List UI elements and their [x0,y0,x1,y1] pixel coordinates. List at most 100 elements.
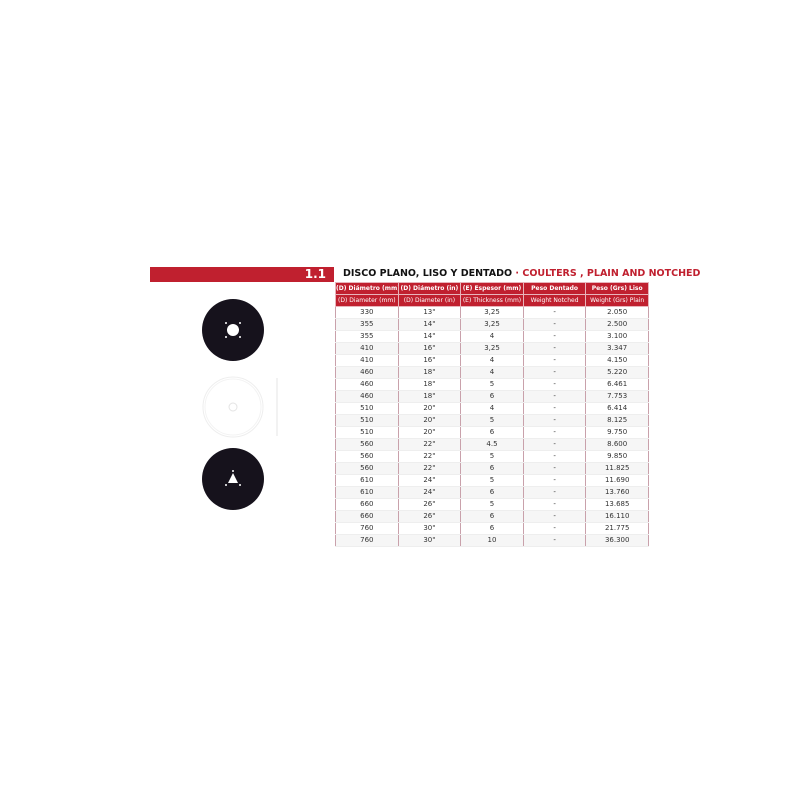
cell-thickness: 6 [460,462,524,475]
cell-diameter-in: 20" [397,402,462,415]
cell-weight-notched: - [522,306,587,319]
cell-weight-notched: - [522,498,587,511]
cell-diameter-in: 30" [397,522,462,535]
cell-weight-notched: - [522,354,587,367]
cell-thickness: 6 [460,426,524,439]
title-en: COULTERS , PLAIN AND NOTCHED [522,268,701,279]
cell-thickness: 3,25 [460,342,524,355]
cell-diameter-mm: 410 [335,342,399,355]
table-row: 355 14" 3,25-2.500 [335,318,649,331]
header-diameter-in-es: (D) Diámetro (in) [397,282,462,295]
cell-thickness: 4 [460,330,524,343]
table-row: 410 16" 4-4.150 [335,354,649,367]
cell-diameter-mm: 560 [335,450,399,463]
cell-diameter-in: 22" [397,462,462,475]
cell-diameter-mm: 510 [335,402,399,415]
cell-diameter-mm: 610 [335,474,399,487]
cell-weight-plain: 9.750 [585,426,649,439]
header-diameter-mm-en: (D) Diameter (mm) [335,294,399,307]
title-es: DISCO PLANO, LISO Y DENTADO [343,268,513,279]
coulters-spec-table: (D) Diámetro (mm) (D) Diámetro (in) (E) … [335,282,649,547]
cell-weight-notched: - [522,522,587,535]
table-row: 760 30" 10-36.300 [335,534,649,547]
cell-diameter-in: 16" [397,342,462,355]
cell-diameter-in: 13" [397,306,462,319]
cell-weight-notched: - [522,402,587,415]
cell-weight-notched: - [522,474,587,487]
table-row: 355 14" 4-3.100 [335,330,649,343]
cell-weight-notched: - [522,390,587,403]
cell-weight-plain: 8.125 [585,414,649,427]
cell-diameter-in: 20" [397,426,462,439]
table-row: 610 24" 6-13.760 [335,486,649,499]
cell-diameter-mm: 355 [335,330,399,343]
table-row: 460 18" 5-6.461 [335,378,649,391]
cell-thickness: 5 [460,378,524,391]
section-number: 1.1 [304,267,326,281]
cell-weight-notched: - [522,330,587,343]
cell-weight-plain: 11.825 [585,462,649,475]
cell-diameter-mm: 460 [335,366,399,379]
cell-thickness: 5 [460,450,524,463]
cell-weight-plain: 13.685 [585,498,649,511]
header-thickness-es: (E) Espesor (mm) [460,282,524,295]
notched-disc-outline-image [202,376,278,438]
cell-weight-plain: 6.461 [585,378,649,391]
cell-diameter-in: 18" [397,378,462,391]
cell-thickness: 6 [460,486,524,499]
cell-weight-notched: - [522,378,587,391]
section-bar: 1.1 [150,267,334,282]
cell-thickness: 3,25 [460,306,524,319]
cell-thickness: 4 [460,402,524,415]
cell-thickness: 4 [460,354,524,367]
cell-diameter-in: 30" [397,534,462,547]
header-row-en: (D) Diameter (mm) (D) Diameter (in) (E) … [335,294,649,307]
cell-diameter-in: 24" [397,474,462,487]
header-weight-notched-es: Peso Dentado [522,282,587,295]
table-row: 460 18" 4-5.220 [335,366,649,379]
table-row: 560 22" 5-9.850 [335,450,649,463]
table-row: 460 18" 6-7.753 [335,390,649,403]
cell-weight-plain: 7.753 [585,390,649,403]
cell-weight-plain: 3.100 [585,330,649,343]
cell-diameter-mm: 510 [335,426,399,439]
cell-diameter-mm: 330 [335,306,399,319]
cell-thickness: 10 [460,534,524,547]
table-row: 560 22" 4.5-8.600 [335,438,649,451]
cell-weight-plain: 36.300 [585,534,649,547]
table-row: 610 24" 5-11.690 [335,474,649,487]
cell-diameter-in: 14" [397,318,462,331]
header-row-es: (D) Diámetro (mm) (D) Diámetro (in) (E) … [335,282,649,295]
header-weight-notched-en: Weight Notched [522,294,587,307]
cell-diameter-mm: 460 [335,390,399,403]
cell-diameter-in: 20" [397,414,462,427]
header-thickness-en: (E) Thickness (mm) [460,294,524,307]
cell-thickness: 5 [460,414,524,427]
cell-weight-notched: - [522,510,587,523]
cell-weight-notched: - [522,450,587,463]
cell-diameter-mm: 660 [335,498,399,511]
cell-thickness: 6 [460,522,524,535]
cell-weight-plain: 11.690 [585,474,649,487]
cell-weight-notched: - [522,318,587,331]
cell-thickness: 5 [460,474,524,487]
cell-diameter-mm: 760 [335,534,399,547]
cell-thickness: 6 [460,510,524,523]
cell-diameter-mm: 760 [335,522,399,535]
table-row: 660 26" 5-13.685 [335,498,649,511]
cell-diameter-in: 24" [397,486,462,499]
cell-weight-plain: 5.220 [585,366,649,379]
cell-diameter-mm: 560 [335,462,399,475]
cell-weight-plain: 6.414 [585,402,649,415]
cell-thickness: 3,25 [460,318,524,331]
cell-diameter-in: 22" [397,438,462,451]
header-weight-plain-es: Peso (Grs) Liso [585,282,649,295]
cell-weight-plain: 21.775 [585,522,649,535]
cell-thickness: 4.5 [460,438,524,451]
cell-weight-plain: 3.347 [585,342,649,355]
cell-diameter-in: 14" [397,330,462,343]
section-title: DISCO PLANO, LISO Y DENTADO · COULTERS ,… [343,268,700,279]
table-row: 760 30" 6-21.775 [335,522,649,535]
cell-weight-notched: - [522,534,587,547]
cell-weight-notched: - [522,438,587,451]
